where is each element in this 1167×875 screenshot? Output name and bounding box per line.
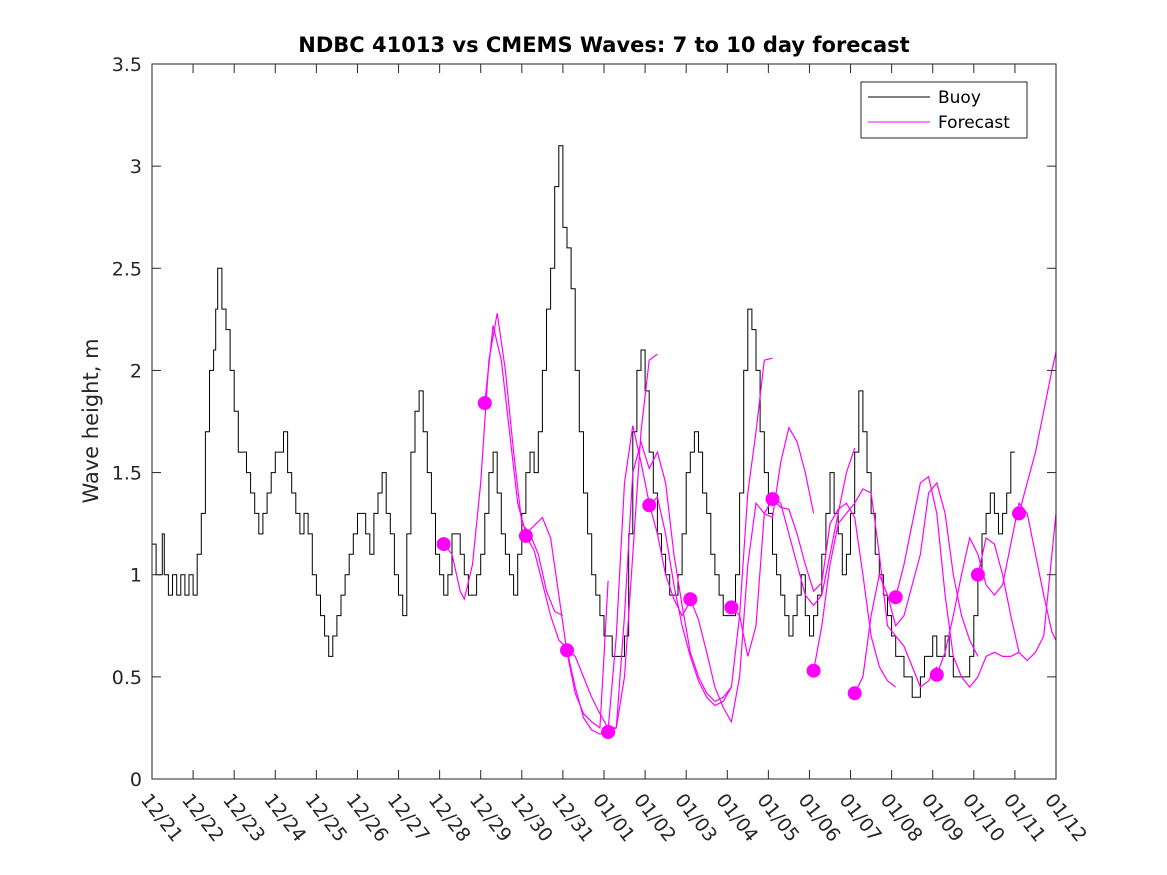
forecast-series-line: [689, 425, 815, 724]
forecast-series-line: [813, 488, 938, 689]
y-tick-label: 0: [130, 769, 142, 791]
forecast-series-line: [566, 425, 691, 735]
forecast-marker: [683, 592, 698, 607]
forecast-marker: [560, 643, 574, 658]
forecast-series-line: [895, 475, 1020, 689]
marker-layer: [436, 396, 1026, 739]
legend-label-forecast: Forecast: [938, 113, 1010, 133]
forecast-marker: [1012, 506, 1026, 521]
forecast-series-line: [525, 353, 658, 729]
forecast-series-line: [730, 447, 856, 657]
forecast-marker: [929, 667, 944, 682]
legend: Buoy Forecast: [860, 81, 1028, 139]
forecast-marker: [806, 663, 821, 678]
forecast-series-line: [484, 325, 609, 730]
forecast-marker: [601, 725, 616, 739]
forecast-series-line: [977, 513, 1057, 662]
y-tick-label: 3: [130, 156, 142, 178]
series-layer: [152, 145, 1057, 735]
forecast-marker: [970, 567, 985, 582]
forecast-marker: [518, 528, 533, 543]
forecast-marker: [888, 590, 903, 605]
forecast-series-line: [648, 357, 773, 707]
plot-area: [152, 64, 1056, 779]
forecast-series-line: [936, 501, 1057, 676]
forecast-series-line: [772, 498, 897, 688]
y-tick-label: 2: [130, 360, 142, 382]
y-tick-label: 3.5: [112, 54, 142, 76]
y-tick-label: 2.5: [112, 258, 142, 280]
forecast-marker: [724, 600, 739, 615]
y-axis-label: Wave height, m: [79, 338, 103, 503]
chart-title: NDBC 41013 vs CMEMS Waves: 7 to 10 day f…: [298, 33, 909, 57]
forecast-marker: [765, 492, 780, 507]
y-tick-label: 1: [130, 565, 142, 587]
forecast-series-line: [443, 313, 564, 617]
forecast-marker: [847, 686, 862, 701]
forecast-series-line: [607, 439, 732, 733]
y-tick-label: 0.5: [112, 667, 142, 689]
buoy-series-line: [152, 145, 1015, 698]
legend-box: [860, 81, 1028, 139]
y-tick-label: 1.5: [112, 463, 142, 485]
forecast-marker: [642, 498, 657, 513]
forecast-marker: [436, 537, 451, 552]
legend-label-buoy: Buoy: [938, 88, 981, 108]
forecast-marker: [477, 396, 492, 411]
forecast-series-line: [1018, 351, 1057, 514]
